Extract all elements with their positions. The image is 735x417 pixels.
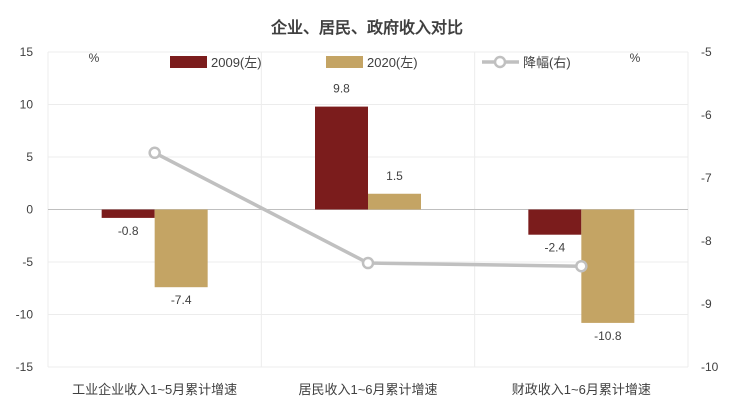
category-label: 财政收入1~6月累计增速 <box>512 382 651 397</box>
right-tick-label: -5 <box>701 45 712 59</box>
right-tick-label: -7 <box>701 171 712 185</box>
bar-2020 <box>154 209 208 288</box>
left-tick-label: 5 <box>26 150 33 164</box>
data-label: -10.8 <box>594 329 622 343</box>
left-tick-label: 0 <box>26 203 33 217</box>
data-label: -2.4 <box>544 241 565 255</box>
bars <box>101 106 635 323</box>
data-label: 9.8 <box>333 82 350 96</box>
data-label: 1.5 <box>386 169 403 183</box>
right-axis-unit: % <box>630 51 641 65</box>
legend-swatch <box>170 56 207 68</box>
right-tick-label: -10 <box>701 360 719 374</box>
bar-2020 <box>368 193 421 210</box>
decline-point <box>575 259 588 273</box>
data-label: -0.8 <box>118 224 139 238</box>
left-tick-label: 10 <box>20 98 34 112</box>
right-tick-label: -8 <box>701 234 712 248</box>
left-tick-label: -15 <box>16 360 34 374</box>
left-tick-label: -5 <box>22 255 33 269</box>
left-axis-ticks: 15 10 5 0 -5 -10 -15 <box>16 45 34 374</box>
decline-point <box>361 256 375 270</box>
legend-label: 2009(左) <box>211 55 262 70</box>
legend-marker <box>493 55 507 69</box>
legend: 2009(左) 2020(左) 降幅(右) <box>170 55 571 70</box>
bar-2009 <box>101 209 155 218</box>
bar-2009 <box>528 209 582 235</box>
bar-2020 <box>581 209 635 323</box>
category-label: 工业企业收入1~5月累计增速 <box>72 382 237 397</box>
left-tick-label: 15 <box>20 45 34 59</box>
category-labels: 工业企业收入1~5月累计增速 居民收入1~6月累计增速 财政收入1~6月累计增速 <box>72 382 651 397</box>
left-tick-label: -10 <box>16 308 34 322</box>
chart-title: 企业、居民、政府收入对比 <box>270 18 463 37</box>
right-axis-ticks: -5 -6 -7 -8 -9 -10 <box>701 45 719 374</box>
legend-label: 2020(左) <box>367 55 418 70</box>
left-axis-unit: % <box>89 51 100 65</box>
decline-line <box>148 146 588 273</box>
category-label: 居民收入1~6月累计增速 <box>298 382 437 397</box>
data-labels: -0.8 9.8 -2.4 -7.4 1.5 -10.8 <box>118 82 622 343</box>
bar-2009 <box>315 106 368 210</box>
data-label: -7.4 <box>171 293 192 307</box>
decline-point <box>148 146 161 160</box>
legend-label: 降幅(右) <box>523 55 571 70</box>
right-tick-label: -9 <box>701 297 712 311</box>
legend-swatch <box>326 56 363 68</box>
right-tick-label: -6 <box>701 108 712 122</box>
